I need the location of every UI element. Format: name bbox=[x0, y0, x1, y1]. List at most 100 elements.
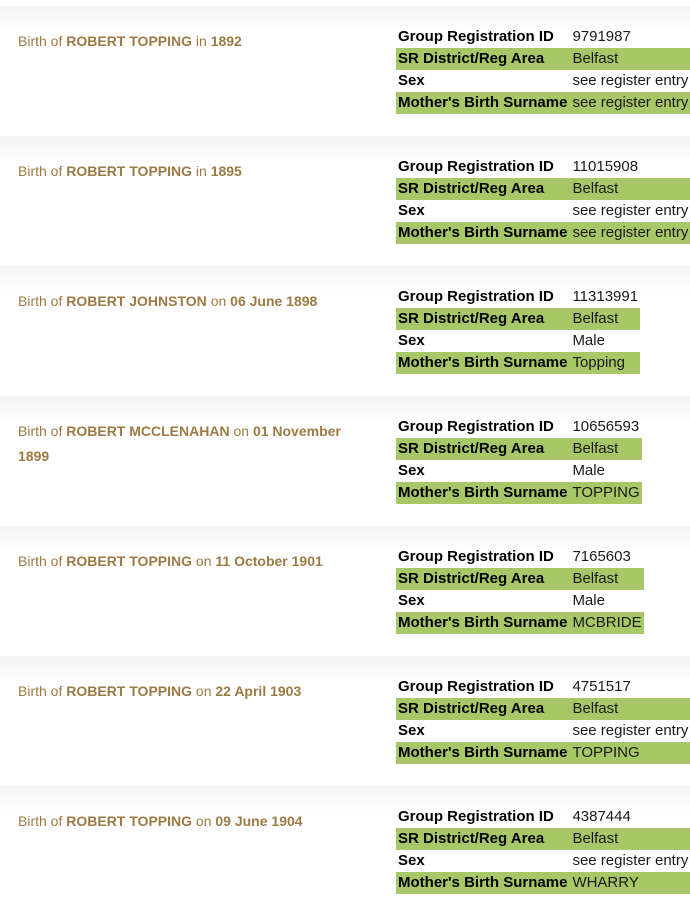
detail-row: Sex see register entry bbox=[396, 70, 690, 92]
detail-row-highlighted: SR District/Reg Area Belfast bbox=[396, 438, 642, 460]
detail-label: SR District/Reg Area bbox=[398, 310, 545, 327]
person-name: ROBERT TOPPING bbox=[66, 163, 193, 179]
birth-date: 1895 bbox=[210, 163, 242, 179]
result-title-link[interactable]: Birth of ROBERT TOPPING in 1892 bbox=[18, 29, 368, 54]
detail-value: Belfast bbox=[572, 700, 619, 717]
person-name: ROBERT TOPPING bbox=[66, 33, 193, 49]
detail-label: Mother's Birth Surname bbox=[398, 874, 568, 891]
result-summary: Birth of ROBERT TOPPING in 1895 bbox=[0, 130, 396, 260]
detail-row-highlighted: Mother's Birth Surname WHARRY bbox=[396, 872, 690, 894]
detail-row-highlighted: SR District/Reg Area Belfast bbox=[396, 698, 690, 720]
result-title-link[interactable]: Birth of ROBERT MCCLENAHAN on 01 Novembe… bbox=[18, 419, 368, 469]
detail-value: see register entry bbox=[572, 224, 689, 241]
detail-value: Belfast bbox=[572, 180, 619, 197]
result-title-link[interactable]: Birth of ROBERT TOPPING in 1895 bbox=[18, 159, 368, 184]
detail-label: SR District/Reg Area bbox=[398, 440, 545, 457]
detail-value: 10656593 bbox=[572, 418, 640, 435]
detail-row-highlighted: SR District/Reg Area Belfast bbox=[396, 178, 690, 200]
detail-value: 9791987 bbox=[572, 28, 631, 45]
person-name: ROBERT JOHNSTON bbox=[66, 293, 207, 309]
detail-value: see register entry bbox=[572, 94, 689, 111]
detail-row-highlighted: SR District/Reg Area Belfast bbox=[396, 48, 690, 70]
detail-value: Belfast bbox=[572, 310, 619, 327]
record-details-table: Group Registration ID 9791987 SR Distric… bbox=[396, 26, 690, 114]
detail-label: Mother's Birth Surname bbox=[398, 354, 568, 371]
record-details-table: Group Registration ID 7165603 SR Distric… bbox=[396, 546, 644, 634]
result-details: Group Registration ID 4751517 SR Distric… bbox=[396, 650, 690, 780]
detail-label: Group Registration ID bbox=[398, 808, 554, 825]
detail-row: Sex see register entry bbox=[396, 200, 690, 222]
detail-row: Sex Male bbox=[396, 330, 640, 352]
detail-row-highlighted: SR District/Reg Area Belfast bbox=[396, 828, 690, 850]
detail-row: Group Registration ID 4751517 bbox=[396, 676, 690, 698]
detail-value: see register entry bbox=[572, 852, 689, 869]
birth-of-text: Birth of bbox=[18, 33, 63, 49]
result-title-link[interactable]: Birth of ROBERT TOPPING on 11 October 19… bbox=[18, 549, 368, 574]
detail-value: see register entry bbox=[572, 202, 689, 219]
detail-row-highlighted: Mother's Birth Surname see register entr… bbox=[396, 92, 690, 114]
detail-value: 11313991 bbox=[572, 288, 639, 305]
detail-row: Group Registration ID 10656593 bbox=[396, 416, 642, 438]
detail-value: 7165603 bbox=[572, 548, 631, 565]
detail-label: Sex bbox=[398, 852, 425, 869]
detail-value: Belfast bbox=[572, 50, 619, 67]
birth-of-text: Birth of bbox=[18, 163, 63, 179]
search-result-item: Birth of ROBERT TOPPING on 11 October 19… bbox=[0, 520, 690, 650]
result-summary: Birth of ROBERT TOPPING in 1892 bbox=[0, 0, 396, 130]
date-connector: on bbox=[210, 293, 227, 309]
detail-label: Group Registration ID bbox=[398, 158, 554, 175]
birth-of-text: Birth of bbox=[18, 293, 63, 309]
date-connector: on bbox=[195, 813, 212, 829]
detail-row-highlighted: SR District/Reg Area Belfast bbox=[396, 568, 644, 590]
birth-of-text: Birth of bbox=[18, 683, 63, 699]
result-details: Group Registration ID 4387444 SR Distric… bbox=[396, 780, 690, 906]
search-result-item: Birth of ROBERT JOHNSTON on 06 June 1898… bbox=[0, 260, 690, 390]
person-name: ROBERT TOPPING bbox=[66, 553, 193, 569]
detail-label: SR District/Reg Area bbox=[398, 50, 545, 67]
detail-value: 4751517 bbox=[572, 678, 631, 695]
record-details-table: Group Registration ID 10656593 SR Distri… bbox=[396, 416, 642, 504]
detail-label: Sex bbox=[398, 72, 425, 89]
detail-row: Group Registration ID 4387444 bbox=[396, 806, 690, 828]
record-details-table: Group Registration ID 11015908 SR Distri… bbox=[396, 156, 690, 244]
birth-date: 06 June 1898 bbox=[230, 293, 318, 309]
detail-value: Belfast bbox=[572, 440, 619, 457]
detail-label: Sex bbox=[398, 202, 425, 219]
result-details: Group Registration ID 7165603 SR Distric… bbox=[396, 520, 690, 650]
detail-row: Sex Male bbox=[396, 590, 644, 612]
birth-of-text: Birth of bbox=[18, 423, 63, 439]
detail-row: Group Registration ID 7165603 bbox=[396, 546, 644, 568]
date-connector: in bbox=[195, 163, 207, 179]
result-title-link[interactable]: Birth of ROBERT TOPPING on 09 June 1904 bbox=[18, 809, 368, 834]
birth-date: 22 April 1903 bbox=[215, 683, 302, 699]
detail-label: Mother's Birth Surname bbox=[398, 614, 568, 631]
result-details: Group Registration ID 11015908 SR Distri… bbox=[396, 130, 690, 260]
birth-of-text: Birth of bbox=[18, 813, 63, 829]
record-details-table: Group Registration ID 4387444 SR Distric… bbox=[396, 806, 690, 894]
detail-row-highlighted: Mother's Birth Surname MCBRIDE bbox=[396, 612, 644, 634]
detail-row-highlighted: Mother's Birth Surname see register entr… bbox=[396, 222, 690, 244]
detail-row: Group Registration ID 11015908 bbox=[396, 156, 690, 178]
detail-row-highlighted: Mother's Birth Surname TOPPING bbox=[396, 742, 690, 764]
detail-value: 11015908 bbox=[572, 158, 639, 175]
record-details-table: Group Registration ID 4751517 SR Distric… bbox=[396, 676, 690, 764]
detail-row-highlighted: SR District/Reg Area Belfast bbox=[396, 308, 641, 330]
result-title-link[interactable]: Birth of ROBERT TOPPING on 22 April 1903 bbox=[18, 679, 368, 704]
detail-label: Mother's Birth Surname bbox=[398, 484, 568, 501]
date-connector: on bbox=[233, 423, 250, 439]
detail-label: SR District/Reg Area bbox=[398, 700, 545, 717]
detail-value: Male bbox=[572, 592, 605, 609]
detail-label: Mother's Birth Surname bbox=[398, 94, 568, 111]
detail-label: Group Registration ID bbox=[398, 288, 554, 305]
detail-label: Group Registration ID bbox=[398, 678, 554, 695]
detail-value: Belfast bbox=[572, 570, 619, 587]
date-connector: on bbox=[195, 553, 212, 569]
detail-row-highlighted: Mother's Birth Surname Topping bbox=[396, 352, 641, 374]
birth-date: 1892 bbox=[210, 33, 242, 49]
detail-value: WHARRY bbox=[572, 874, 639, 891]
detail-label: Sex bbox=[398, 332, 425, 349]
result-summary: Birth of ROBERT MCCLENAHAN on 01 Novembe… bbox=[0, 390, 396, 520]
result-title-link[interactable]: Birth of ROBERT JOHNSTON on 06 June 1898 bbox=[18, 289, 368, 314]
detail-label: Mother's Birth Surname bbox=[398, 224, 568, 241]
